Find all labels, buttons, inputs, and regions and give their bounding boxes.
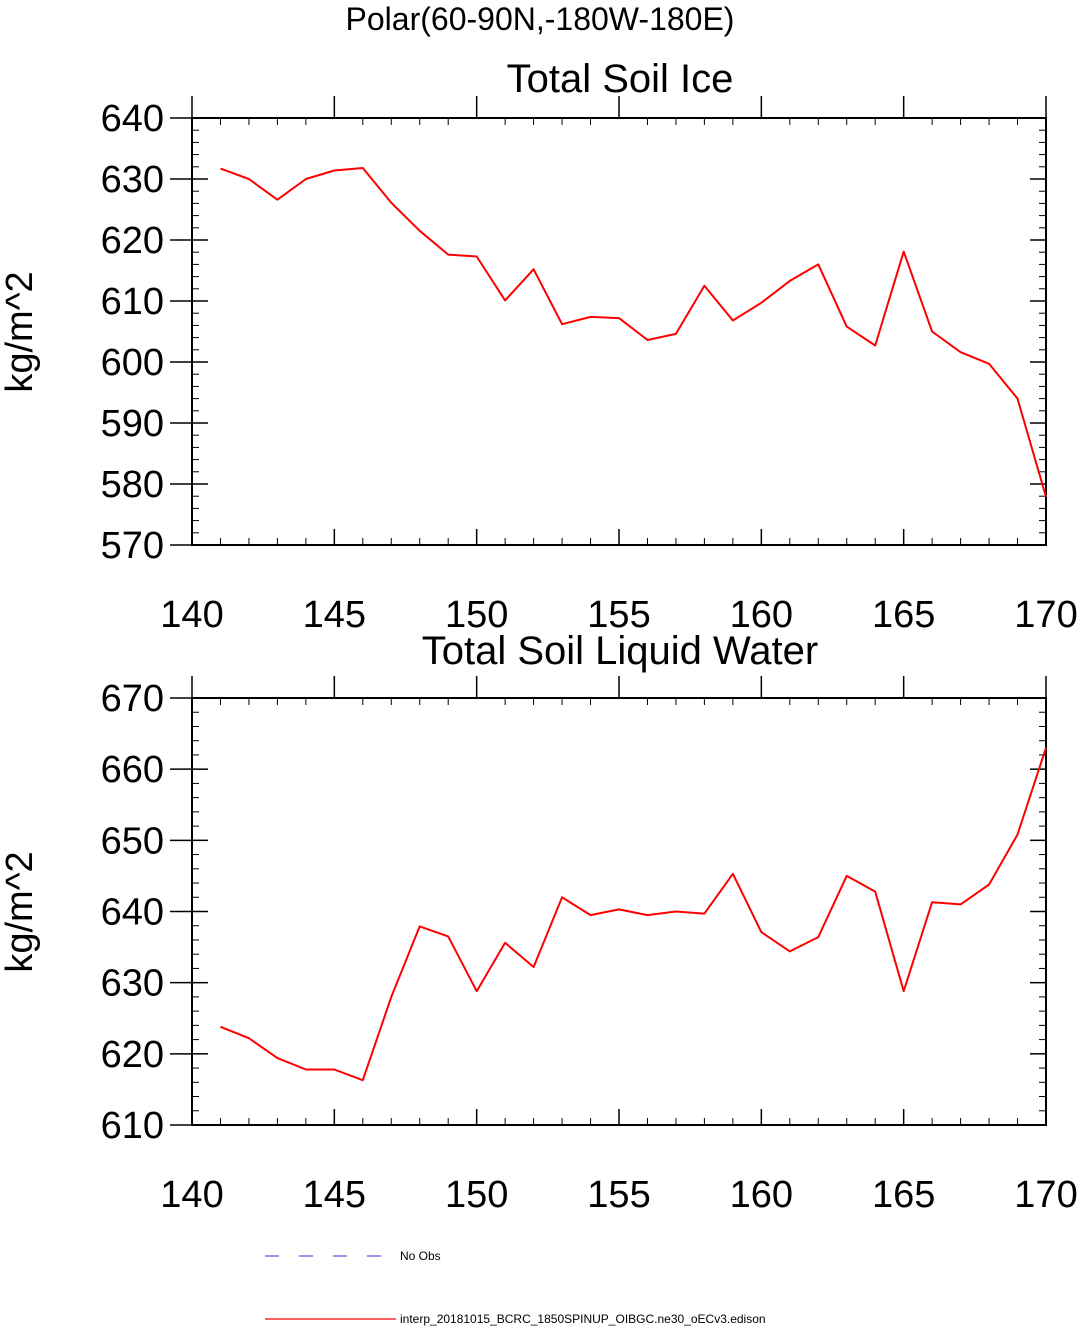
y-tick-label: 570 [101, 525, 164, 567]
y-tick-label: 620 [101, 220, 164, 262]
x-tick-label: 165 [872, 1174, 935, 1216]
y-tick-label: 600 [101, 342, 164, 384]
y-axis-label: kg/m^2 [0, 271, 41, 392]
plot-frame [191, 117, 1047, 546]
plot-frame [191, 697, 1047, 1126]
series-line [220, 167, 1047, 498]
x-tick-label: 170 [1014, 594, 1077, 636]
y-tick-label: 580 [101, 464, 164, 506]
y-tick-label: 630 [101, 159, 164, 201]
y-tick-label: 660 [101, 749, 164, 791]
y-tick-label: 650 [101, 820, 164, 862]
panel-title: Total Soil Liquid Water [422, 629, 818, 673]
x-tick-label: 145 [303, 594, 366, 636]
y-tick-label: 630 [101, 963, 164, 1005]
figure-title: Polar(60-90N,-180W-180E) [346, 1, 735, 37]
panel-title: Total Soil Ice [507, 57, 734, 101]
y-tick-label: 640 [101, 98, 164, 140]
x-tick-label: 155 [587, 1174, 650, 1216]
panel-total-soil-liquid-water: Total Soil Liquid Water kg/m^2 140 145 150… [0, 629, 1078, 1216]
panel-total-soil-ice: Total Soil Ice kg/m^2 140 145 150 155 160 165… [0, 57, 1078, 636]
y-tick-label: 610 [101, 1105, 164, 1147]
x-tick-label: 160 [730, 594, 793, 636]
x-tick-label: 155 [587, 594, 650, 636]
x-tick-label: 145 [303, 1174, 366, 1216]
y-axis-label: kg/m^2 [0, 851, 41, 972]
y-tick-label: 620 [101, 1034, 164, 1076]
x-tick-label: 170 [1014, 1174, 1077, 1216]
y-tick-label: 610 [101, 281, 164, 323]
legend-label-model: interp_20181015_BCRC_1850SPINUP_OIBGC.ne… [400, 1312, 766, 1326]
x-tick-label: 150 [445, 1174, 508, 1216]
x-tick-label: 140 [160, 1174, 223, 1216]
series-line [220, 747, 1047, 1082]
y-tick-label: 670 [101, 678, 164, 720]
x-tick-label: 165 [872, 594, 935, 636]
x-tick-label: 140 [160, 594, 223, 636]
x-tick-label: 150 [445, 594, 508, 636]
x-tick-label: 160 [730, 1174, 793, 1216]
y-tick-label: 640 [101, 892, 164, 934]
y-tick-label: 590 [101, 403, 164, 445]
legend-label-no-obs: No Obs [400, 1249, 441, 1263]
legend: No Obs interp_20181015_BCRC_1850SPINUP_O… [265, 1249, 766, 1326]
